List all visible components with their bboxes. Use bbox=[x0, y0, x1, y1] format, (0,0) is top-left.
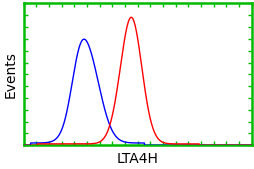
Y-axis label: Events: Events bbox=[4, 51, 18, 98]
X-axis label: LTA4H: LTA4H bbox=[116, 152, 158, 165]
